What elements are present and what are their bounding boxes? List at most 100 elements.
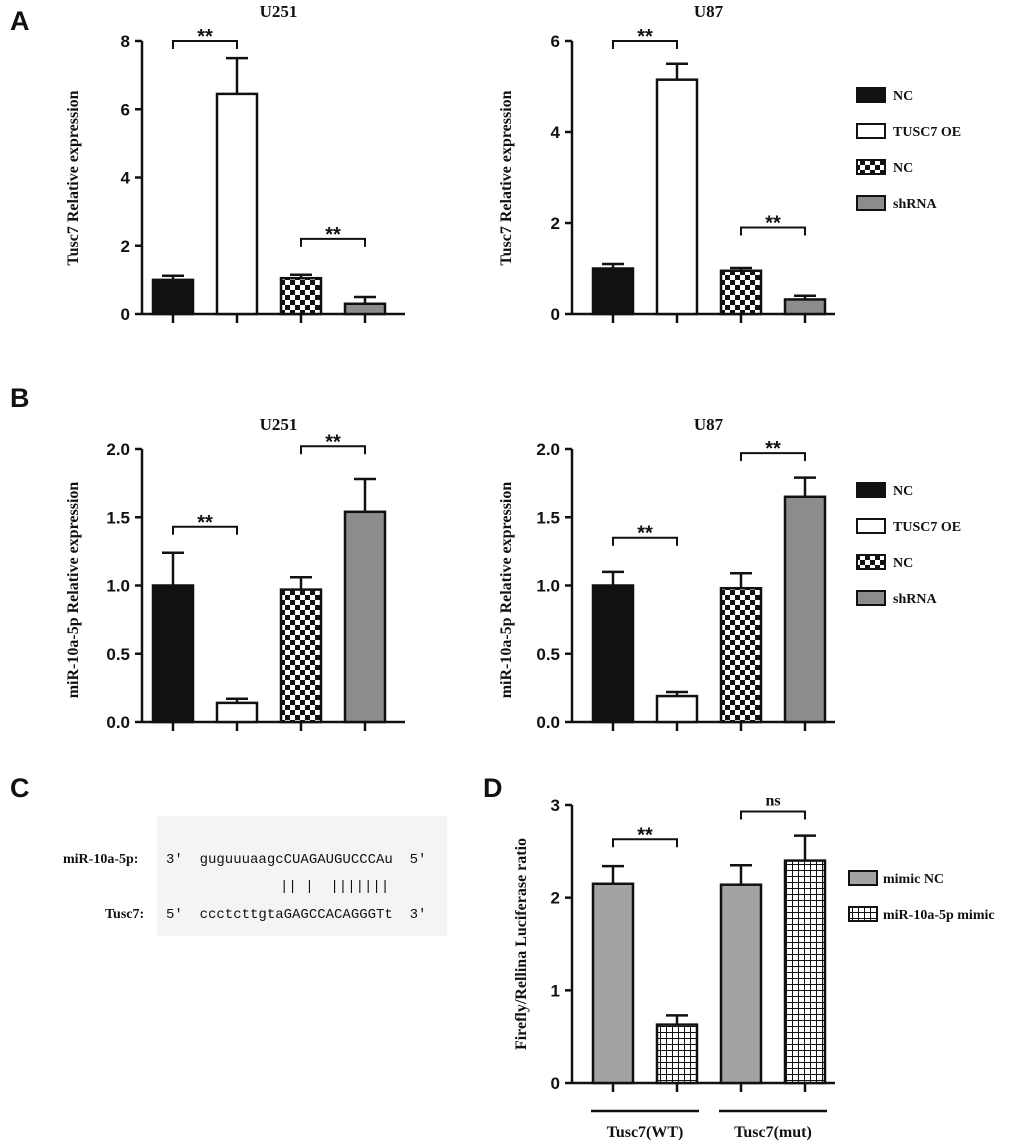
y-tick-label: 4 bbox=[551, 123, 561, 142]
legend-d: mimic NC miR-10a-5p mimic bbox=[848, 870, 995, 923]
bar bbox=[343, 302, 387, 316]
significance-bracket bbox=[300, 237, 366, 247]
tusc7-label: Tusc7: bbox=[105, 907, 144, 922]
y-tick-label: 0 bbox=[551, 1074, 560, 1093]
bar bbox=[215, 701, 259, 724]
alignment-background bbox=[157, 816, 447, 936]
significance-bracket bbox=[172, 40, 238, 49]
y-tick-label: 0.5 bbox=[536, 645, 560, 664]
y-tick-label: 8 bbox=[121, 32, 130, 51]
significance-label: ** bbox=[325, 431, 341, 453]
tusc7-sequence: 5' ccctcttgtaGAGCCACAGGGTt 3' bbox=[166, 907, 426, 923]
y-axis-label: Tusc7 Relative expression bbox=[65, 90, 82, 265]
significance-label: ** bbox=[637, 523, 653, 545]
bar bbox=[783, 859, 827, 1085]
legend-b-label-tusc7-oe: TUSC7 OE bbox=[893, 520, 961, 535]
panel-letter-c: C bbox=[10, 773, 30, 803]
legend-a-swatch-shrna bbox=[856, 195, 886, 211]
bar bbox=[655, 694, 699, 724]
legend-b-label-nc: NC bbox=[893, 484, 913, 499]
y-tick-label: 6 bbox=[121, 100, 130, 119]
y-tick-label: 1.0 bbox=[536, 577, 560, 596]
significance-label: ** bbox=[637, 824, 653, 846]
legend-d-swatch-mimic-nc bbox=[848, 870, 878, 886]
y-tick-label: 1.5 bbox=[536, 508, 560, 527]
legend-b-swatch-nc bbox=[856, 482, 886, 498]
chart-d: Firefly/Rellina Luciferase ratio 0 1 2 3 ** ns… bbox=[513, 792, 835, 1141]
bar bbox=[719, 586, 763, 724]
chart-a-u251: U251 Tusc7 Relative expression 0 2 4 6 8 ** ** bbox=[65, 2, 405, 324]
y-tick-label: 2.0 bbox=[536, 440, 560, 459]
significance-bracket bbox=[612, 838, 678, 848]
bar bbox=[151, 584, 195, 724]
legend-a-swatch-nc bbox=[856, 87, 886, 103]
legend-a: NC TUSC7 OE NC shRNA bbox=[856, 87, 961, 212]
significance-label: ** bbox=[325, 224, 341, 246]
legend-d-label-mir-mimic: miR-10a-5p mimic bbox=[883, 908, 995, 923]
group-label: Tusc7(WT) bbox=[607, 1124, 684, 1141]
legend-d-label-mimic-nc: mimic NC bbox=[883, 872, 944, 887]
y-tick-label: 0 bbox=[551, 305, 560, 324]
y-tick-label: 0 bbox=[121, 305, 130, 324]
legend-a-label-nc-2: NC bbox=[893, 161, 913, 176]
mirna-label: miR-10a-5p: bbox=[63, 852, 138, 867]
significance-bracket bbox=[172, 525, 238, 535]
bar bbox=[215, 92, 259, 316]
bar bbox=[591, 584, 635, 724]
y-axis-label: Tusc7 Relative expression bbox=[498, 90, 515, 265]
y-tick-label: 2 bbox=[551, 889, 560, 908]
chart-b-u87: U87 miR-10a-5p Relative expression 0.0 0.5 1… bbox=[498, 415, 835, 732]
bar bbox=[343, 510, 387, 724]
legend-d-swatch-mir-mimic bbox=[848, 906, 878, 922]
panel-letter-b: B bbox=[10, 383, 30, 413]
mirna-sequence: 3' guguuuaagcCUAGAUGUCCCAu 5' bbox=[166, 852, 426, 868]
y-axis-label: miR-10a-5p Relative expression bbox=[498, 482, 515, 699]
legend-a-label-nc: NC bbox=[893, 89, 913, 104]
significance-label: ns bbox=[765, 792, 780, 809]
panel-letter-d: D bbox=[483, 773, 503, 803]
legend-a-label-tusc7-oe: TUSC7 OE bbox=[893, 125, 961, 140]
legend-a-label-shrna: shRNA bbox=[893, 197, 937, 212]
bar bbox=[719, 269, 763, 316]
y-tick-label: 0.5 bbox=[106, 645, 130, 664]
significance-bracket bbox=[740, 810, 806, 820]
y-tick-label: 0.0 bbox=[106, 713, 130, 732]
bar bbox=[279, 276, 323, 316]
bar bbox=[279, 588, 323, 724]
group-label: Tusc7(mut) bbox=[734, 1124, 812, 1141]
significance-bracket bbox=[740, 452, 806, 462]
chart-title: U87 bbox=[694, 415, 724, 434]
legend-b-label-nc-2: NC bbox=[893, 556, 913, 571]
significance-label: ** bbox=[765, 438, 781, 460]
bar bbox=[655, 78, 699, 316]
significance-label: ** bbox=[637, 26, 653, 48]
chart-b-u251: U251 miR-10a-5p Relative expression 0.0 0.5… bbox=[65, 415, 405, 732]
legend-b-swatch-nc-2 bbox=[856, 554, 886, 570]
bar bbox=[151, 278, 195, 316]
significance-bracket bbox=[612, 40, 678, 49]
y-tick-label: 2.0 bbox=[106, 440, 130, 459]
legend-b: NC TUSC7 OE NC shRNA bbox=[856, 482, 961, 607]
bar bbox=[719, 883, 763, 1085]
significance-label: ** bbox=[765, 213, 781, 235]
y-tick-label: 1 bbox=[551, 981, 560, 1000]
bar bbox=[783, 495, 827, 724]
legend-a-swatch-tusc7-oe bbox=[856, 123, 886, 139]
y-axis-label: Firefly/Rellina Luciferase ratio bbox=[513, 838, 530, 1050]
y-tick-label: 1.5 bbox=[106, 508, 130, 527]
bar bbox=[783, 298, 827, 316]
base-pairing-lines: || | ||||||| bbox=[280, 879, 389, 895]
y-tick-label: 6 bbox=[551, 32, 560, 51]
panel-c-alignment: miR-10a-5p: 3' guguuuaagcCUAGAUGUCCCAu 5… bbox=[63, 816, 447, 936]
chart-a-u87: U87 Tusc7 Relative expression 0 2 4 6 ** ** bbox=[498, 2, 835, 324]
chart-title: U251 bbox=[260, 2, 298, 21]
y-tick-label: 0.0 bbox=[536, 713, 560, 732]
y-tick-label: 3 bbox=[551, 796, 560, 815]
bar bbox=[591, 267, 635, 316]
legend-b-label-shrna: shRNA bbox=[893, 592, 937, 607]
legend-b-swatch-tusc7-oe bbox=[856, 518, 886, 534]
chart-title: U251 bbox=[260, 415, 298, 434]
significance-bracket bbox=[612, 536, 678, 546]
significance-label: ** bbox=[197, 512, 213, 534]
